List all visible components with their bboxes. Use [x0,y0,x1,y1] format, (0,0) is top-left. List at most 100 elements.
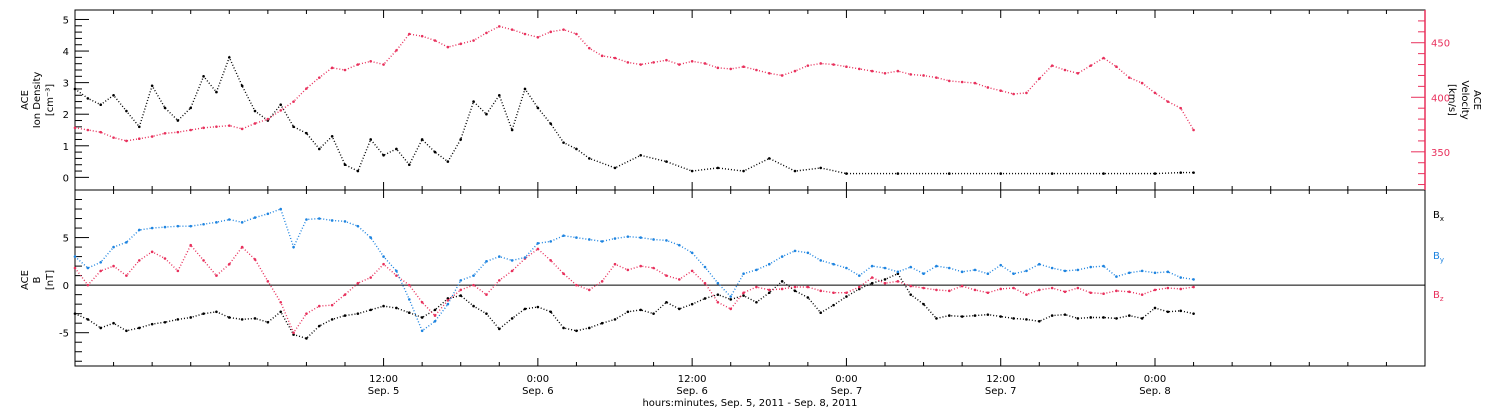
bx-point [562,326,565,330]
velocity-point [575,32,578,36]
bx-point [947,314,951,317]
bz-point [330,303,334,307]
ion-density-point [716,166,720,170]
ion-density-point [1192,171,1195,174]
bx-point [292,333,295,336]
bz-point [382,262,385,266]
bz-point [317,304,321,308]
velocity-point [703,62,707,65]
bz-point [986,291,990,295]
x-tick-date-label: Sep. 8 [1139,386,1171,397]
bx-point [330,318,334,321]
ion-density-point [202,75,205,78]
bz-point [896,280,900,283]
by-point [665,239,668,242]
ion-density-point [407,163,411,167]
bz-point [1089,291,1093,295]
bx-point [626,310,630,314]
bz-point [1025,293,1028,296]
bottom-panel-marks [73,207,1195,340]
top-left-tick-label: 0 [63,173,69,184]
bz-point [613,262,617,266]
ion-density-point [420,138,424,141]
ion-density-point [1050,172,1054,175]
x-tick-date-label: Sep. 7 [985,386,1017,397]
bz-point [665,274,668,277]
velocity-point [832,63,835,66]
bx-point [716,293,720,296]
velocity-point [755,68,758,72]
bz-point [780,287,784,291]
velocity-point [137,137,141,141]
x-tick-time-label: 0:00 [835,374,857,385]
velocity-point [652,61,655,64]
bz-point [73,266,77,270]
velocity-point [896,69,900,73]
bz-point [562,272,565,276]
x-tick-date-label: Sep. 6 [522,386,554,397]
ion-density-series [73,55,1195,175]
by-point [73,255,77,258]
velocity-point [240,127,244,131]
by-point [305,218,308,221]
bx-point [1179,309,1183,313]
velocity-point [446,45,450,49]
bx-point [240,318,244,321]
by-point [1179,276,1183,279]
top-left-tick-label: 2 [63,110,69,121]
bx-point [922,302,925,306]
bz-point [176,269,180,273]
by-point [1063,269,1067,273]
bz-point [266,280,270,283]
by-point [1012,272,1015,276]
bx-point [690,302,694,306]
velocity-point [497,25,501,28]
by-point [742,272,745,276]
bx-point [279,310,283,314]
bz-point [305,312,308,315]
bx-point [317,324,321,328]
velocity-point [999,89,1003,93]
velocity-point [1102,56,1105,60]
bx-point [1192,312,1195,315]
by-point [112,245,115,249]
bx-point [1012,317,1015,320]
top-left-tick-label: 3 [63,79,69,90]
ion-density-point [587,157,591,160]
bz-point [1115,289,1118,293]
velocity-point [279,109,283,112]
bottom-left-tick-label: 5 [63,234,69,245]
velocity-point [909,73,913,76]
velocity-point [459,42,463,46]
ion-density-point [189,106,193,110]
velocity-point [1089,64,1093,67]
bx-point [73,312,77,315]
bz-point [549,259,553,262]
velocity-point [1140,81,1144,85]
bx-point [1076,317,1080,320]
by-point [857,274,861,277]
velocity-point [395,49,398,52]
by-point [330,219,334,222]
bx-point [202,312,205,315]
velocity-point [433,39,437,42]
top-left-ylabel-line1: ACE [20,90,31,110]
bz-point [1192,285,1195,289]
by-point [497,255,501,258]
velocity-point [1127,76,1131,79]
bz-point [1153,288,1157,292]
bz-series [73,243,1195,335]
by-point [845,266,848,270]
bx-point [1140,317,1144,320]
by-point [870,264,874,268]
ion-density-point [767,157,771,160]
bx-point [575,329,578,333]
bz-point [729,307,733,311]
velocity-point [845,65,848,69]
bz-point [536,247,540,251]
velocity-point [742,65,745,69]
ion-density-point [395,147,398,151]
velocity-point [330,66,334,70]
bz-point [767,288,771,292]
bx-point [703,297,707,300]
